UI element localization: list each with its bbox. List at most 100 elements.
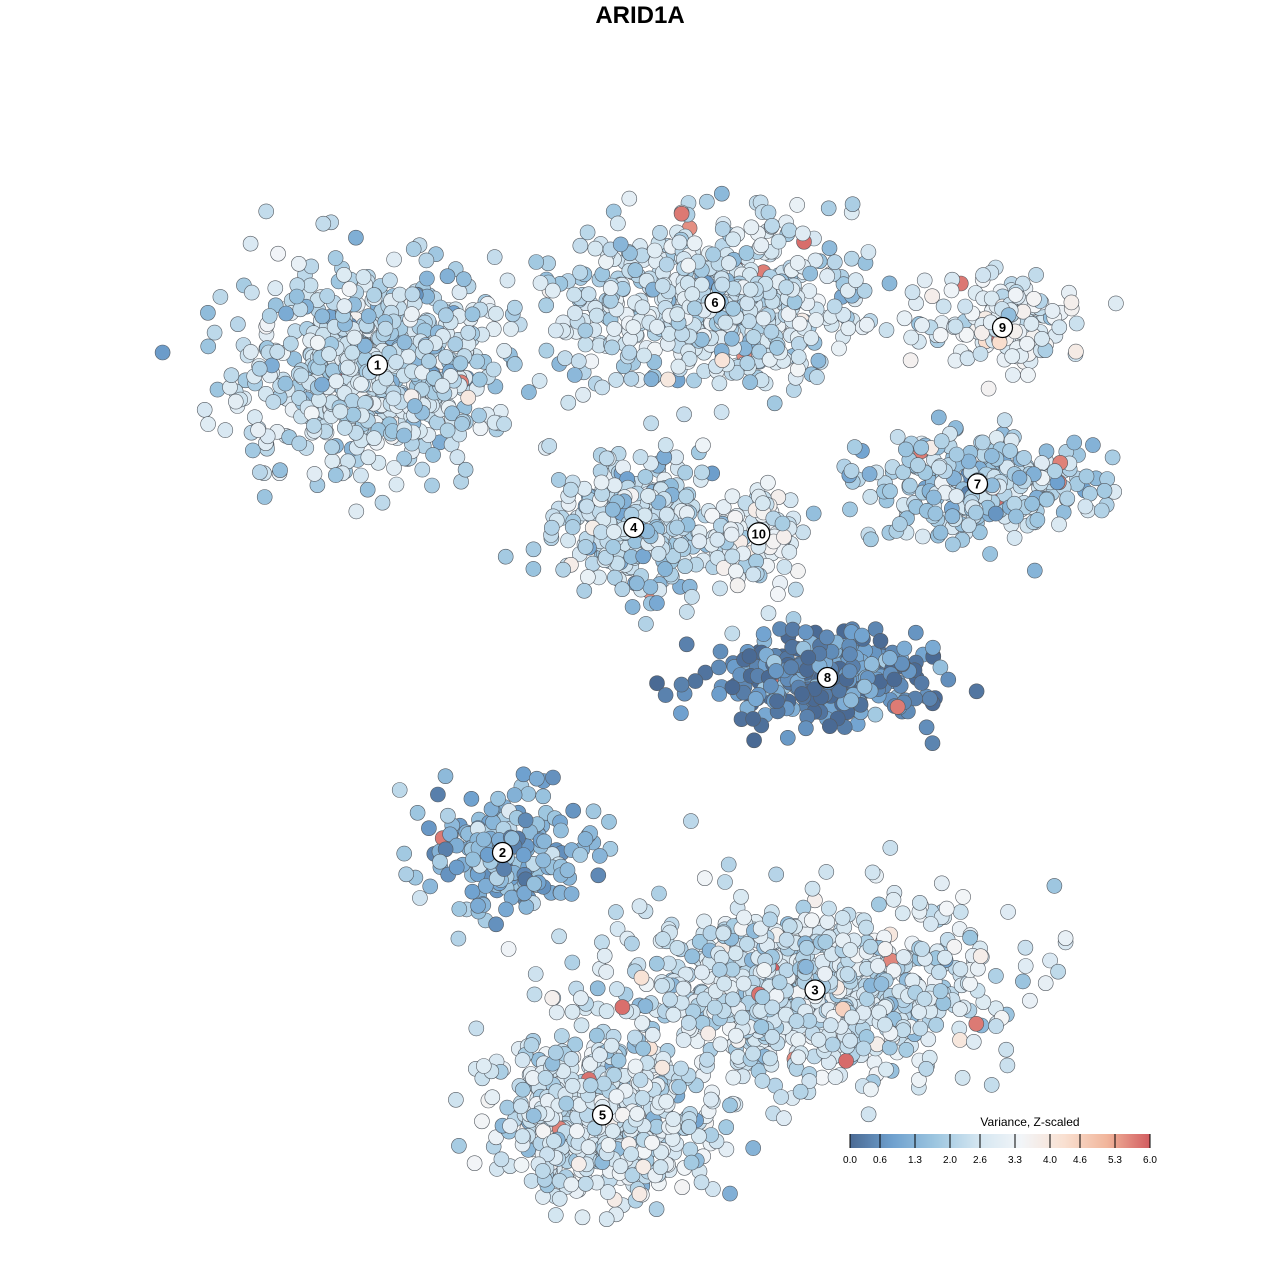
svg-text:6: 6 — [711, 295, 718, 310]
data-point — [754, 495, 771, 512]
data-point — [535, 788, 552, 805]
data-point — [623, 1146, 639, 1162]
data-point — [843, 463, 860, 479]
cluster-label-10: 10 — [747, 522, 771, 546]
data-point — [824, 1036, 841, 1053]
data-point — [962, 929, 978, 946]
data-point — [230, 316, 246, 333]
data-point — [694, 464, 710, 481]
data-point — [518, 898, 535, 915]
data-point — [983, 1077, 1000, 1093]
data-point — [577, 336, 594, 353]
data-point — [654, 278, 671, 294]
data-point — [470, 897, 486, 914]
data-point — [827, 1069, 844, 1085]
data-point — [348, 503, 365, 520]
data-point — [425, 447, 441, 463]
data-point — [683, 813, 699, 829]
data-point — [725, 1069, 742, 1086]
data-point — [914, 941, 930, 957]
data-point — [706, 999, 723, 1016]
data-point — [272, 462, 288, 479]
data-point — [513, 1098, 529, 1115]
data-point — [306, 417, 322, 434]
data-point — [756, 962, 773, 978]
data-point — [914, 317, 930, 333]
data-point — [856, 282, 873, 299]
data-point — [525, 541, 542, 558]
data-point — [745, 1140, 762, 1156]
data-point — [563, 1051, 580, 1067]
cluster-label-3: 3 — [804, 979, 826, 1001]
data-point — [336, 298, 353, 315]
data-point — [564, 1078, 581, 1094]
data-point — [340, 359, 356, 376]
cluster-label-9: 9 — [991, 316, 1014, 339]
data-point — [762, 1050, 778, 1067]
data-point — [803, 330, 819, 346]
data-point — [896, 640, 913, 657]
data-point — [525, 1108, 542, 1124]
data-point — [200, 338, 216, 355]
data-point — [648, 955, 665, 972]
data-point — [560, 394, 577, 411]
data-point — [488, 305, 504, 322]
data-point — [673, 676, 690, 693]
data-point — [873, 976, 890, 992]
data-point — [747, 691, 764, 707]
data-point — [327, 250, 344, 266]
data-point — [564, 1003, 581, 1020]
data-point — [658, 1093, 675, 1110]
data-point — [1047, 463, 1063, 479]
data-point — [776, 529, 792, 545]
data-point — [206, 324, 223, 341]
data-point — [800, 649, 817, 666]
data-point — [1015, 973, 1031, 990]
data-point — [336, 420, 353, 436]
data-point — [498, 901, 514, 918]
data-point — [464, 883, 481, 900]
data-point — [421, 820, 437, 837]
data-point — [464, 306, 481, 323]
data-point — [886, 671, 903, 688]
data-point — [671, 234, 688, 251]
data-point — [605, 539, 622, 555]
data-point — [448, 859, 465, 876]
data-point — [858, 316, 875, 333]
data-point — [434, 377, 451, 394]
data-point — [680, 1015, 697, 1031]
data-point — [457, 461, 474, 478]
cluster-label-5: 5 — [591, 1104, 614, 1126]
data-point — [762, 911, 778, 928]
data-point — [684, 948, 701, 965]
data-point — [717, 874, 733, 890]
data-point — [725, 231, 741, 248]
data-point — [669, 940, 686, 956]
data-point — [553, 822, 569, 839]
data-point — [715, 925, 732, 942]
data-point — [642, 579, 659, 595]
data-point — [1068, 315, 1085, 332]
data-point — [439, 268, 456, 285]
data-point — [754, 1073, 771, 1089]
legend-tick-label: 3.3 — [1008, 1155, 1022, 1166]
data-point — [734, 1009, 751, 1026]
data-point — [547, 1207, 564, 1223]
data-point — [593, 474, 610, 491]
data-point — [654, 977, 670, 994]
data-point — [594, 934, 610, 951]
data-point — [858, 919, 874, 936]
data-point — [288, 288, 305, 305]
data-point — [336, 266, 352, 283]
data-point — [631, 898, 648, 915]
data-point — [791, 315, 808, 332]
data-point — [797, 624, 814, 641]
data-point — [745, 329, 762, 345]
data-point — [930, 409, 947, 426]
data-point — [535, 852, 552, 869]
data-point — [999, 1057, 1016, 1074]
data-point — [466, 1155, 483, 1171]
data-point — [862, 1081, 879, 1098]
data-point — [577, 1176, 594, 1192]
data-point — [577, 831, 594, 847]
